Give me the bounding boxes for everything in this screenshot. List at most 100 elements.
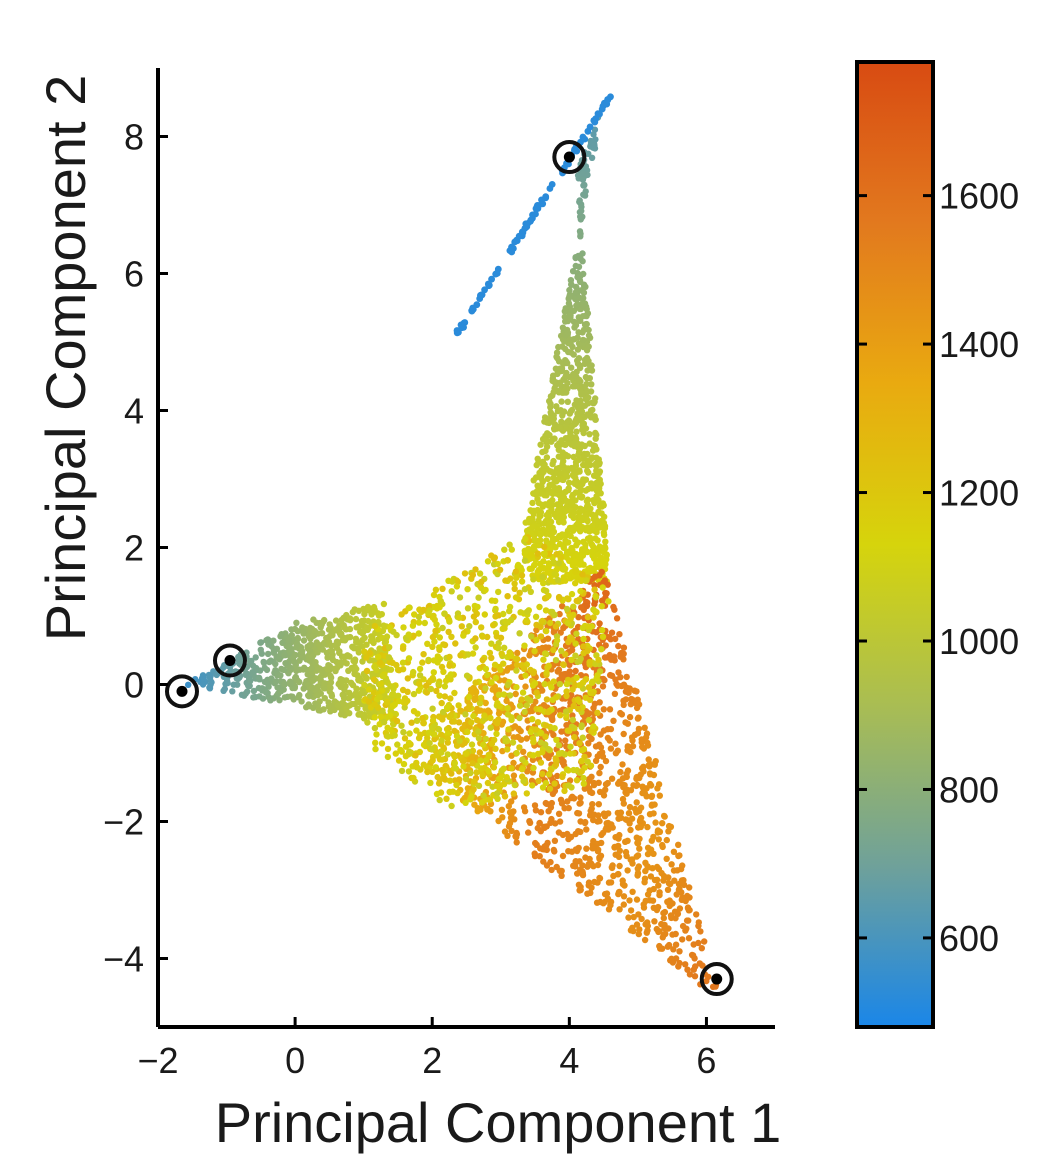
data-point bbox=[534, 719, 542, 726]
data-point bbox=[420, 741, 428, 749]
data-point bbox=[614, 871, 622, 878]
data-point bbox=[544, 501, 552, 508]
data-point bbox=[620, 893, 628, 900]
data-point bbox=[401, 735, 409, 742]
data-point bbox=[382, 638, 389, 645]
data-point bbox=[395, 757, 403, 764]
data-point bbox=[627, 826, 634, 834]
data-point bbox=[518, 766, 526, 773]
data-point bbox=[686, 884, 693, 891]
data-point bbox=[523, 790, 530, 797]
data-point bbox=[679, 922, 687, 930]
data-point bbox=[552, 757, 560, 764]
data-point bbox=[712, 983, 719, 990]
data-point bbox=[579, 170, 586, 177]
data-point bbox=[468, 793, 475, 800]
data-point bbox=[527, 697, 534, 704]
data-point bbox=[585, 684, 593, 691]
data-point bbox=[570, 453, 577, 461]
data-point bbox=[644, 823, 651, 831]
data-point bbox=[629, 737, 636, 744]
data-point bbox=[580, 294, 587, 302]
data-point bbox=[491, 661, 499, 668]
data-point bbox=[579, 422, 586, 429]
data-point bbox=[576, 448, 583, 455]
data-point bbox=[570, 524, 577, 531]
data-point bbox=[548, 866, 555, 874]
data-point bbox=[563, 766, 571, 773]
data-point bbox=[588, 548, 596, 555]
data-point bbox=[579, 734, 586, 741]
data-point bbox=[561, 308, 568, 315]
data-point bbox=[433, 621, 440, 628]
data-point bbox=[452, 640, 459, 647]
data-point bbox=[567, 349, 575, 356]
data-point bbox=[569, 268, 577, 275]
data-point bbox=[199, 681, 207, 688]
data-point bbox=[308, 665, 315, 672]
data-point bbox=[565, 417, 573, 424]
data-point bbox=[540, 558, 547, 565]
data-point bbox=[602, 642, 609, 649]
data-point bbox=[249, 669, 256, 676]
data-point bbox=[617, 768, 624, 776]
data-point bbox=[500, 610, 507, 618]
data-point bbox=[644, 863, 651, 870]
data-point bbox=[524, 608, 531, 615]
data-point bbox=[637, 771, 644, 778]
data-point bbox=[547, 468, 555, 475]
data-point bbox=[616, 888, 623, 896]
data-point bbox=[598, 568, 605, 576]
data-point bbox=[455, 702, 462, 709]
data-point bbox=[604, 581, 611, 588]
data-point bbox=[479, 771, 486, 779]
data-point bbox=[468, 741, 476, 748]
data-point bbox=[485, 282, 493, 290]
data-point bbox=[542, 607, 550, 614]
data-point bbox=[574, 360, 582, 367]
data-point bbox=[695, 939, 702, 947]
data-point bbox=[362, 705, 369, 712]
data-point bbox=[547, 404, 554, 411]
data-point bbox=[573, 597, 580, 605]
data-point bbox=[581, 135, 589, 143]
data-point bbox=[584, 496, 591, 503]
data-point bbox=[282, 660, 289, 667]
data-point bbox=[277, 672, 284, 679]
data-point bbox=[505, 726, 512, 733]
data-point bbox=[583, 845, 590, 852]
data-point bbox=[558, 647, 565, 654]
data-point bbox=[405, 655, 413, 662]
data-point bbox=[554, 772, 561, 780]
data-point bbox=[565, 539, 572, 546]
data-point bbox=[575, 329, 582, 336]
data-point bbox=[463, 672, 471, 679]
data-point bbox=[455, 719, 463, 726]
data-point bbox=[481, 712, 488, 719]
data-point bbox=[578, 723, 585, 731]
data-point bbox=[508, 546, 515, 553]
data-point bbox=[348, 700, 356, 708]
data-point bbox=[621, 882, 628, 889]
data-point bbox=[419, 715, 426, 722]
data-point bbox=[542, 437, 549, 444]
data-point bbox=[462, 711, 469, 718]
data-point bbox=[665, 880, 673, 887]
data-point bbox=[659, 934, 666, 941]
data-point bbox=[656, 891, 663, 899]
data-point bbox=[575, 252, 582, 260]
data-point bbox=[314, 692, 321, 699]
data-point bbox=[504, 705, 511, 712]
data-point bbox=[551, 570, 558, 577]
data-point bbox=[439, 585, 446, 592]
data-point bbox=[482, 685, 489, 692]
data-point bbox=[377, 713, 385, 721]
data-point bbox=[608, 656, 615, 663]
data-point bbox=[281, 652, 288, 659]
data-point bbox=[580, 182, 587, 189]
data-point bbox=[412, 752, 419, 759]
data-point bbox=[495, 817, 502, 825]
data-point bbox=[593, 479, 600, 486]
data-point bbox=[540, 580, 547, 587]
data-point bbox=[439, 624, 446, 632]
